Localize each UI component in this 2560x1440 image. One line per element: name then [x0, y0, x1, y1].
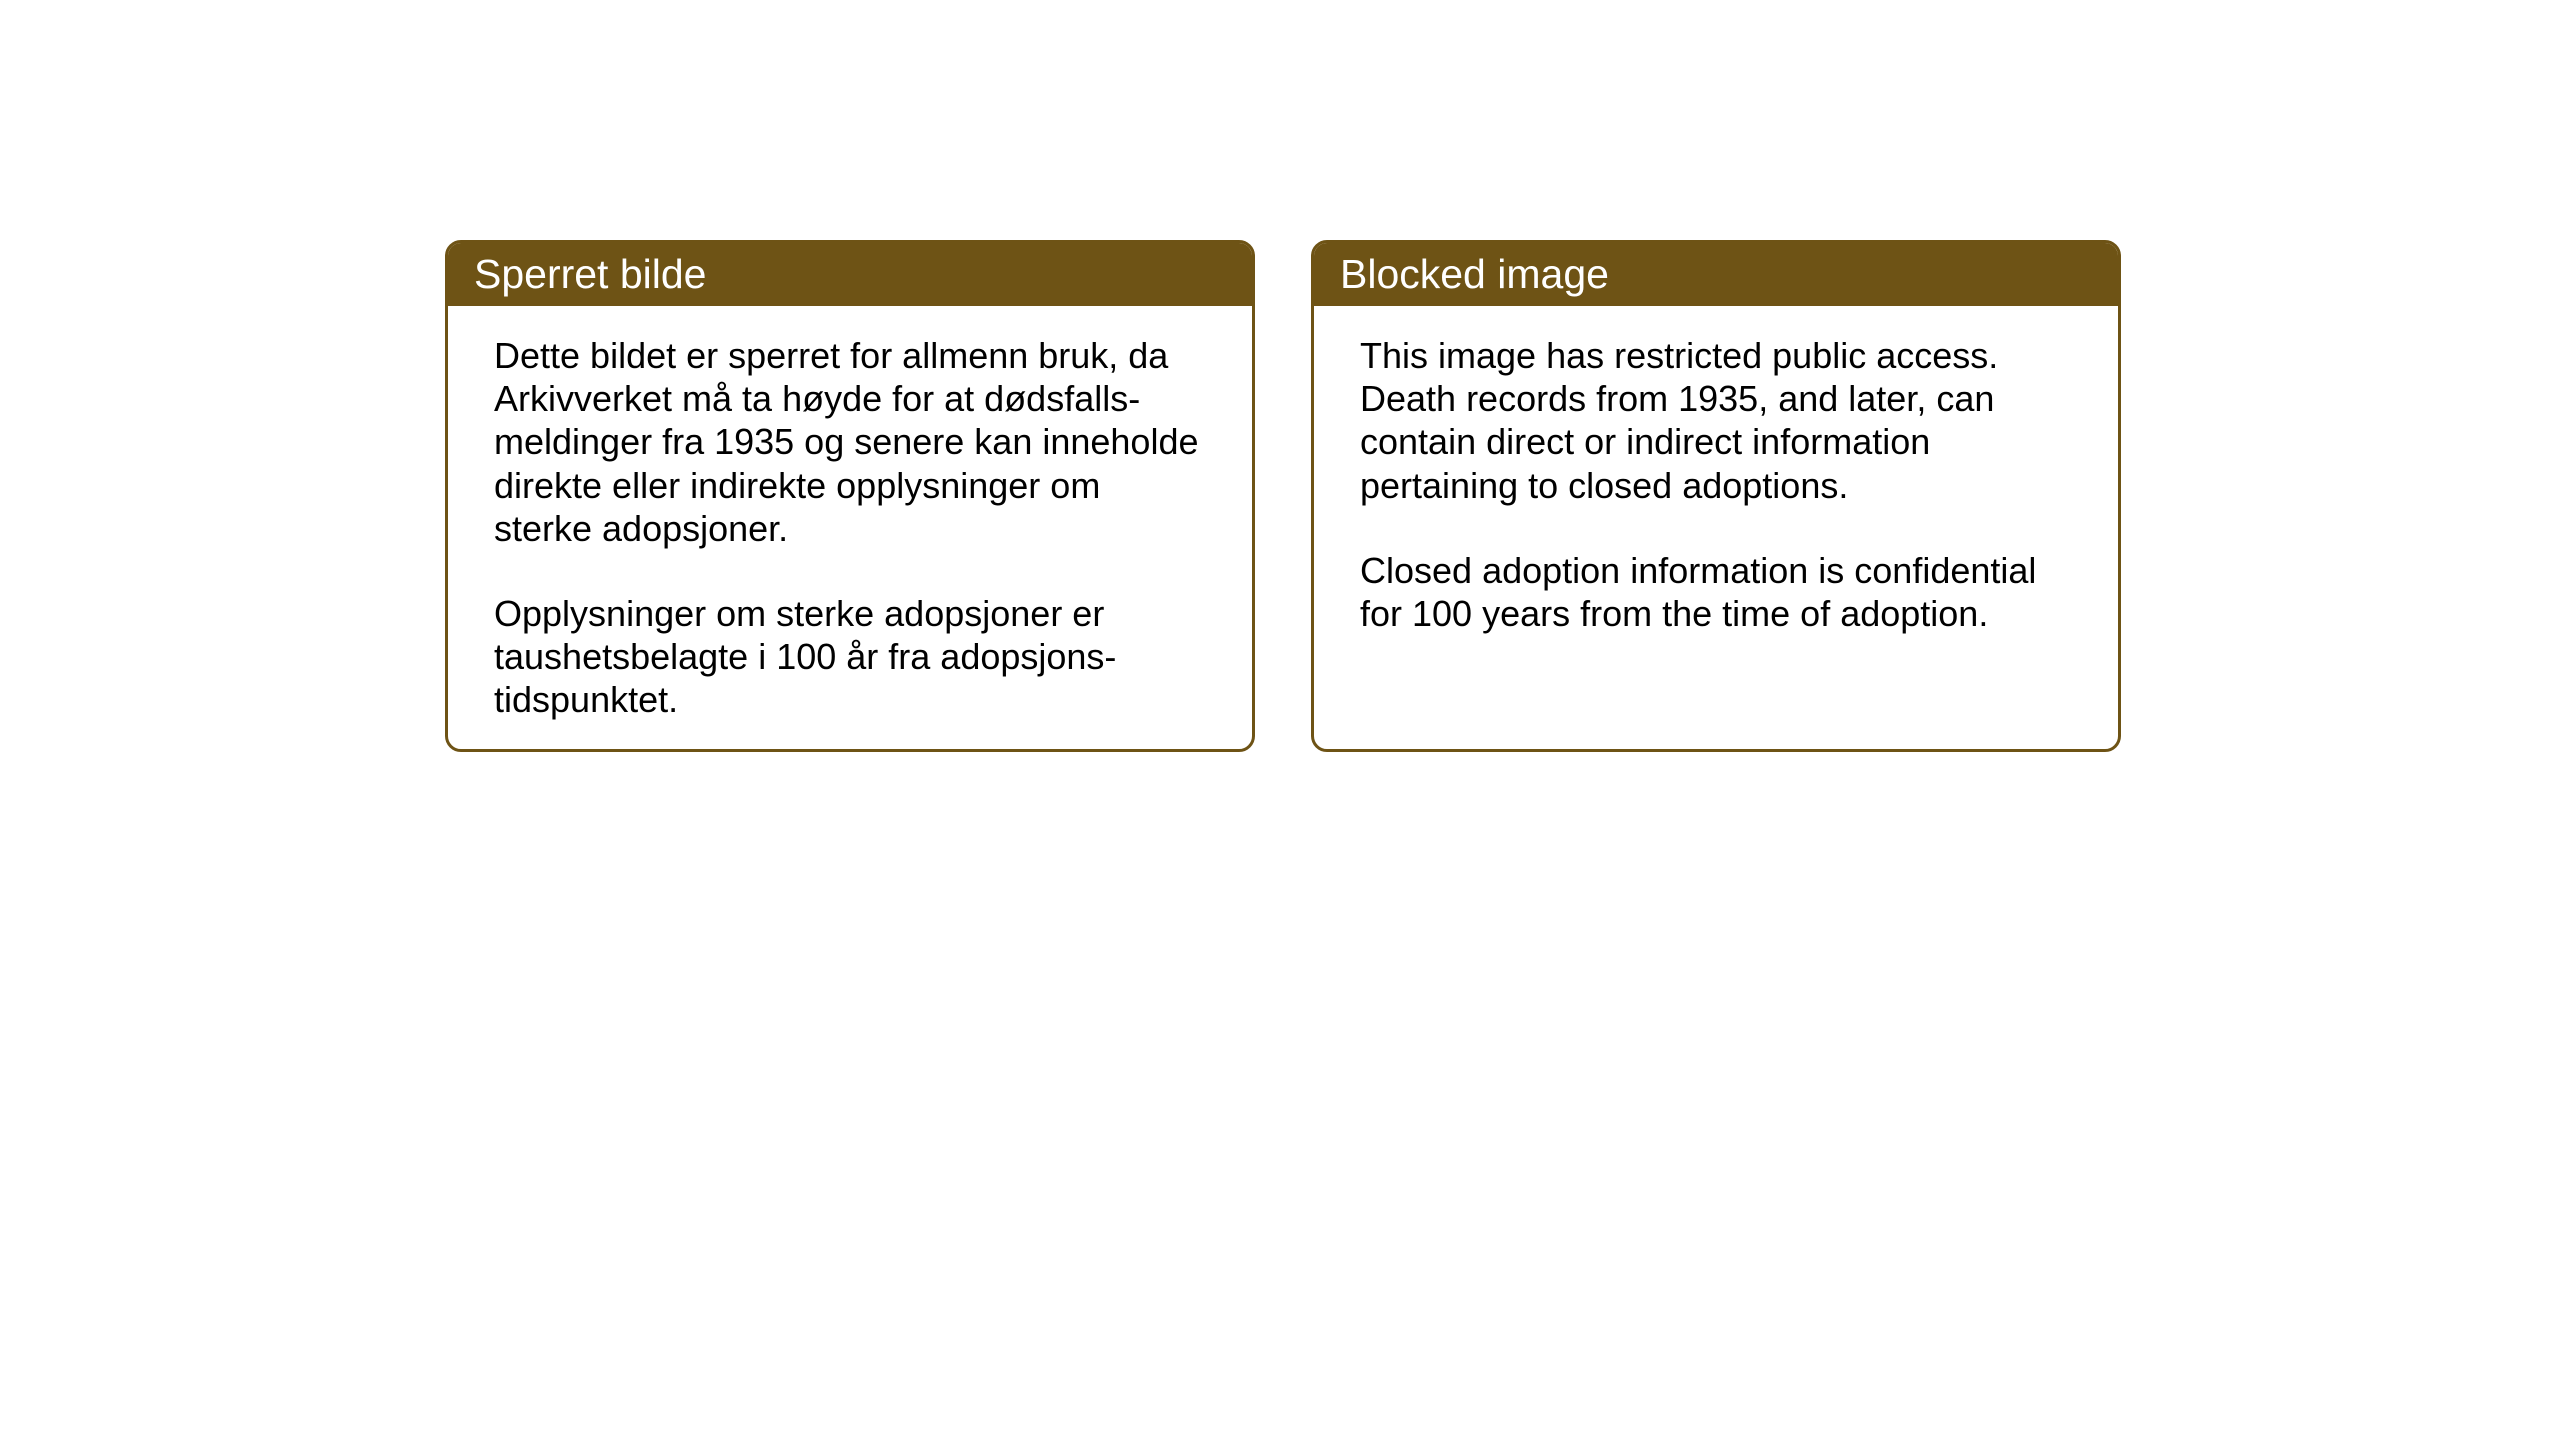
notice-card-norwegian: Sperret bilde Dette bildet er sperret fo… [445, 240, 1255, 752]
card-paragraph-2-english: Closed adoption information is confident… [1360, 549, 2072, 635]
card-title-english: Blocked image [1340, 251, 1609, 297]
card-body-english: This image has restricted public access.… [1314, 306, 2118, 663]
card-header-norwegian: Sperret bilde [448, 243, 1252, 306]
card-paragraph-1-norwegian: Dette bildet er sperret for allmenn bruk… [494, 334, 1206, 550]
card-title-norwegian: Sperret bilde [474, 251, 706, 297]
card-body-norwegian: Dette bildet er sperret for allmenn bruk… [448, 306, 1252, 750]
notice-card-english: Blocked image This image has restricted … [1311, 240, 2121, 752]
card-paragraph-2-norwegian: Opplysninger om sterke adopsjoner er tau… [494, 592, 1206, 722]
notice-container: Sperret bilde Dette bildet er sperret fo… [445, 240, 2121, 752]
card-paragraph-1-english: This image has restricted public access.… [1360, 334, 2072, 507]
card-header-english: Blocked image [1314, 243, 2118, 306]
